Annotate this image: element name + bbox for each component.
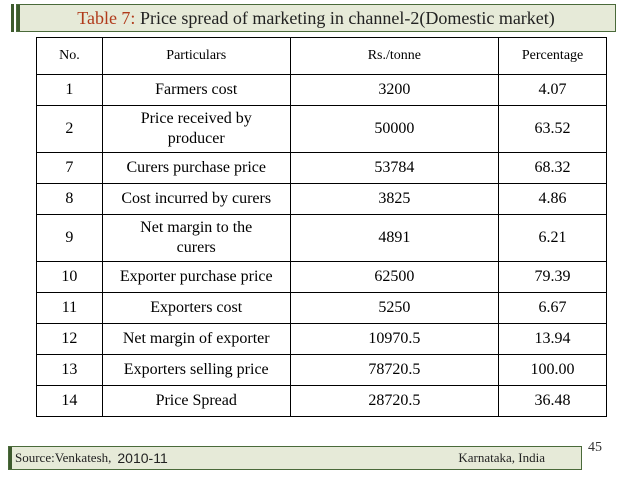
- cell-particulars: Farmers cost: [101, 74, 291, 106]
- source-years: 2010-11: [117, 450, 168, 466]
- table-row: 10 Exporter purchase price 62500 79.39: [36, 261, 607, 293]
- cell-particulars: Cost incurred by curers: [101, 183, 291, 215]
- cell-rs: 5250: [289, 292, 500, 324]
- cell-no: 10: [36, 261, 103, 293]
- header-rs-per-tonne: Rs./tonne: [289, 37, 500, 75]
- cell-pct: 4.86: [498, 183, 607, 215]
- source-footer: Source:Venkatesh, 2010-11 Karnataka, Ind…: [8, 446, 582, 470]
- table-row: 7 Curers purchase price 53784 68.32: [36, 152, 607, 184]
- title-accent-bar: [11, 4, 14, 32]
- cell-no: 2: [36, 105, 103, 153]
- cell-no: 9: [36, 214, 103, 262]
- cell-particulars: Price received by producer: [101, 105, 291, 153]
- table-row: 11 Exporters cost 5250 6.67: [36, 292, 607, 324]
- cell-particulars: Exporter purchase price: [101, 261, 291, 293]
- table-title: Table 7: Price spread of marketing in ch…: [16, 4, 616, 32]
- cell-no: 12: [36, 323, 103, 355]
- table-row: 13 Exporters selling price 78720.5 100.0…: [36, 354, 607, 386]
- cell-rs: 10970.5: [289, 323, 500, 355]
- header-percentage: Percentage: [498, 37, 607, 75]
- table-title-label: Table 7:: [77, 7, 136, 28]
- page-number: 45: [588, 440, 602, 455]
- cell-particulars: Net margin of exporter: [101, 323, 291, 355]
- cell-particulars: Net margin to the curers: [101, 214, 291, 262]
- cell-pct: 13.94: [498, 323, 607, 355]
- cell-rs: 3825: [289, 183, 500, 215]
- cell-pct: 79.39: [498, 261, 607, 293]
- table-title-text: Price spread of marketing in channel-2(D…: [135, 7, 555, 28]
- cell-particulars: Price Spread: [101, 385, 291, 417]
- cell-rs: 50000: [289, 105, 500, 153]
- cell-no: 14: [36, 385, 103, 417]
- cell-pct: 68.32: [498, 152, 607, 184]
- cell-rs: 4891: [289, 214, 500, 262]
- table-row: 8 Cost incurred by curers 3825 4.86: [36, 183, 607, 215]
- header-no: No.: [36, 37, 103, 75]
- cell-particulars: Exporters selling price: [101, 354, 291, 386]
- cell-rs: 53784: [289, 152, 500, 184]
- cell-no: 8: [36, 183, 103, 215]
- cell-rs: 62500: [289, 261, 500, 293]
- table-row: 14 Price Spread 28720.5 36.48: [36, 385, 607, 417]
- source-citation: Source:Venkatesh,: [15, 450, 112, 465]
- cell-no: 13: [36, 354, 103, 386]
- cell-no: 1: [36, 74, 103, 106]
- table-row: 9 Net margin to the curers 4891 6.21: [36, 214, 607, 262]
- cell-pct: 36.48: [498, 385, 607, 417]
- table-row: 12 Net margin of exporter 10970.5 13.94: [36, 323, 607, 355]
- cell-pct: 63.52: [498, 105, 607, 153]
- cell-pct: 6.21: [498, 214, 607, 262]
- cell-rs: 28720.5: [289, 385, 500, 417]
- cell-particulars: Exporters cost: [101, 292, 291, 324]
- source-location: Karnataka, India: [458, 450, 545, 465]
- table-row: 2 Price received by producer 50000 63.52: [36, 105, 607, 153]
- cell-pct: 100.00: [498, 354, 607, 386]
- cell-no: 11: [36, 292, 103, 324]
- table-header-row: No. Particulars Rs./tonne Percentage: [36, 37, 607, 75]
- table-row: 1 Farmers cost 3200 4.07: [36, 74, 607, 106]
- cell-particulars: Curers purchase price: [101, 152, 291, 184]
- cell-no: 7: [36, 152, 103, 184]
- cell-rs: 78720.5: [289, 354, 500, 386]
- header-particulars: Particulars: [101, 37, 291, 75]
- cell-rs: 3200: [289, 74, 500, 106]
- cell-pct: 6.67: [498, 292, 607, 324]
- cell-pct: 4.07: [498, 74, 607, 106]
- price-spread-table: No. Particulars Rs./tonne Percentage 1 F…: [36, 37, 607, 417]
